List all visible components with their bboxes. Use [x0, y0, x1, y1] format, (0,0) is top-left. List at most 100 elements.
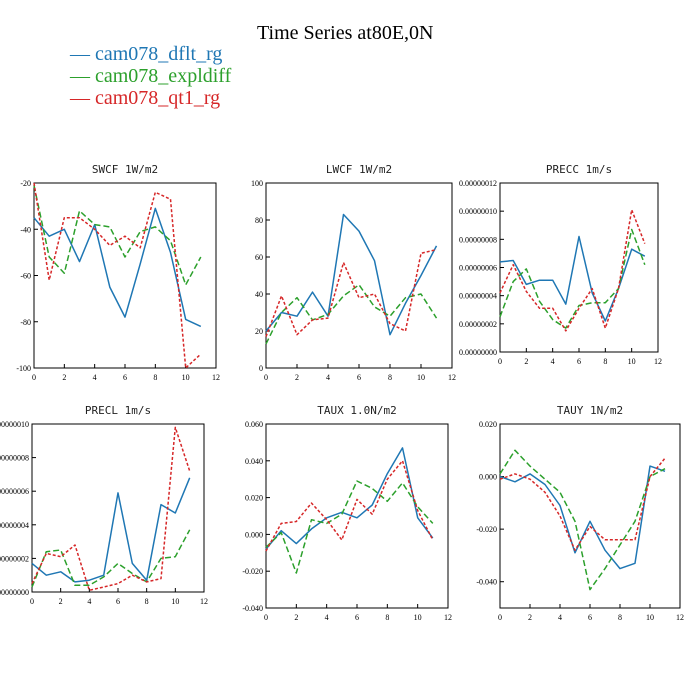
chart-1-xtick-label: 10: [417, 373, 425, 382]
chart-3-xtick-label: 12: [200, 597, 208, 606]
chart-2-xtick-label: 10: [628, 357, 636, 366]
chart-0-xtick-label: 8: [153, 373, 157, 382]
chart-5-series-cam078_qt1_rg: [499, 457, 666, 551]
chart-1-series-cam078_dflt_rg: [265, 213, 438, 336]
chart-3-ytick-label: 0.00000000: [0, 588, 29, 597]
chart-5-xtick-label: 12: [676, 613, 684, 622]
chart-1-ytick-label: 20: [255, 327, 263, 336]
chart-2-series-cam078_dflt_rg: [499, 235, 646, 322]
chart-5-xtick-label: 0: [498, 613, 502, 622]
chart-2-ytick-label: 0.00000004: [459, 292, 497, 301]
chart-3-xtick-label: 6: [116, 597, 120, 606]
chart-0-ytick-label: -80: [20, 318, 31, 327]
chart-4-xtick-label: 2: [294, 613, 298, 622]
chart-0-ytick-label: -100: [16, 364, 31, 373]
chart-4-ytick-label: 0.060: [245, 420, 263, 429]
chart-0-series-cam078_qt1_rg: [33, 182, 202, 369]
chart-4-series-cam078_dflt_rg: [265, 447, 434, 550]
chart-3-frame: [31, 423, 205, 593]
chart-2-xtick-label: 0: [498, 357, 502, 366]
chart-3-series-cam078_qt1_rg: [31, 426, 191, 592]
chart-3-series-cam078_expldiff: [31, 529, 191, 588]
chart-1-frame: [265, 182, 453, 369]
chart-5-ytick-label: -0.040: [476, 578, 497, 587]
chart-5-ytick-label: 0.000: [479, 473, 497, 482]
legend-entry-dflt: — cam078_dflt_rg: [70, 43, 223, 65]
chart-4-xtick-label: 10: [414, 613, 422, 622]
chart-4-ytick-label: 0.040: [245, 457, 263, 466]
chart-4-xtick-label: 4: [325, 613, 329, 622]
chart-1-xtick-label: 4: [326, 373, 330, 382]
chart-2-frame: [499, 182, 659, 353]
chart-5-xtick-label: 2: [528, 613, 532, 622]
chart-0-xtick-label: 2: [62, 373, 66, 382]
chart-1-title: LWCF 1W/m2: [326, 163, 392, 176]
figure-title: Time Series at80E,0N: [257, 22, 434, 44]
chart-0-series-cam078_expldiff: [33, 185, 202, 286]
chart-0-ytick-label: -60: [20, 272, 31, 281]
chart-2-ytick-label: 0.00000002: [459, 320, 497, 329]
chart-4-xtick-label: 0: [264, 613, 268, 622]
chart-1-xtick-label: 2: [295, 373, 299, 382]
chart-2-ytick-label: 0.00000000: [459, 348, 497, 357]
chart-2-ytick-label: 0.00000012: [459, 179, 497, 188]
chart-4-xtick-label: 12: [444, 613, 452, 622]
chart-5-ytick-label: 0.020: [479, 420, 497, 429]
chart-4-series-cam078_expldiff: [265, 480, 434, 574]
chart-0-xtick-label: 0: [32, 373, 36, 382]
chart-0-xtick-label: 6: [123, 373, 127, 382]
chart-1-ytick-label: 40: [255, 290, 263, 299]
chart-4-ytick-label: 0.000: [245, 530, 263, 539]
chart-5-series-cam078_expldiff: [499, 449, 666, 591]
chart-4-frame: [265, 423, 449, 609]
chart-2-ytick-label: 0.00000008: [459, 235, 497, 244]
chart-5-xtick-label: 4: [558, 613, 562, 622]
chart-2-title: PRECC 1m/s: [546, 163, 612, 176]
chart-3-ytick-label: 0.00000002: [0, 554, 29, 563]
chart-1-xtick-label: 8: [388, 373, 392, 382]
chart-3-xtick-label: 2: [59, 597, 63, 606]
chart-2-xtick-label: 12: [654, 357, 662, 366]
chart-3-title: PRECL 1m/s: [85, 404, 151, 417]
chart-2-ytick-label: 0.00000006: [459, 264, 497, 273]
chart-5-xtick-label: 6: [588, 613, 592, 622]
chart-2-ytick-label: 0.00000010: [459, 207, 497, 216]
chart-3-xtick-label: 4: [87, 597, 91, 606]
chart-1-ytick-label: 80: [255, 216, 263, 225]
chart-4-ytick-label: 0.020: [245, 494, 263, 503]
legend-entry-expldiff: — cam078_expldiff: [70, 65, 232, 87]
chart-2-series-cam078_qt1_rg: [499, 209, 646, 332]
chart-3-xtick-label: 0: [30, 597, 34, 606]
chart-3-ytick-label: 0.00000008: [0, 454, 29, 463]
chart-3-ytick-label: 0.00000004: [0, 521, 29, 530]
chart-2-xtick-label: 2: [524, 357, 528, 366]
chart-0-xtick-label: 12: [212, 373, 220, 382]
chart-4-ytick-label: -0.040: [242, 604, 263, 613]
chart-3-ytick-label: 0.00000010: [0, 420, 29, 429]
chart-5-xtick-label: 8: [618, 613, 622, 622]
chart-5-ytick-label: -0.020: [476, 525, 497, 534]
chart-3-series-cam078_dflt_rg: [31, 477, 191, 583]
chart-1-ytick-label: 60: [255, 253, 263, 262]
chart-1-ytick-label: 100: [251, 179, 263, 188]
chart-2-xtick-label: 4: [551, 357, 555, 366]
chart-0-ytick-label: -20: [20, 179, 31, 188]
chart-0-ytick-label: -40: [20, 225, 31, 234]
chart-0-frame: [33, 182, 217, 369]
chart-1-xtick-label: 12: [448, 373, 456, 382]
chart-1-xtick-label: 0: [264, 373, 268, 382]
chart-4-title: TAUX 1.0N/m2: [317, 404, 396, 417]
chart-4-xtick-label: 6: [355, 613, 359, 622]
chart-2-series-cam078_expldiff: [499, 228, 646, 329]
chart-1-ytick-label: 0: [259, 364, 263, 373]
chart-5-frame: [499, 423, 681, 609]
chart-2-xtick-label: 8: [603, 357, 607, 366]
legend-entry-qt1: — cam078_qt1_rg: [70, 87, 221, 109]
chart-4-ytick-label: -0.020: [242, 567, 263, 576]
chart-5-xtick-label: 10: [646, 613, 654, 622]
chart-3-xtick-label: 8: [145, 597, 149, 606]
chart-0-xtick-label: 4: [93, 373, 97, 382]
chart-4-xtick-label: 8: [385, 613, 389, 622]
chart-2-xtick-label: 6: [577, 357, 581, 366]
